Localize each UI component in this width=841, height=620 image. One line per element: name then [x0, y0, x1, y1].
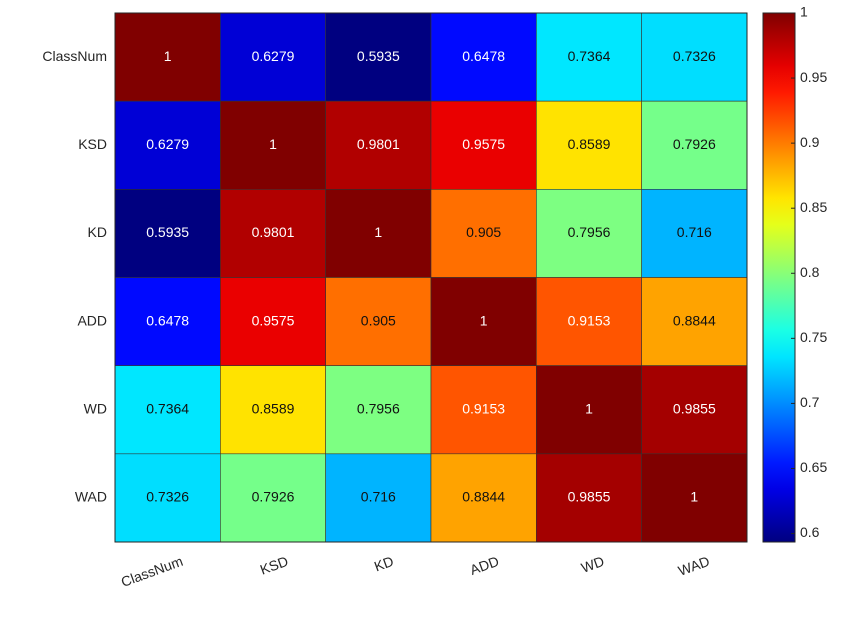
heat-cell	[325, 189, 432, 278]
cell-label: 0.9801	[357, 136, 400, 152]
colorbar	[762, 12, 796, 543]
cell-label: 0.716	[361, 489, 396, 505]
colorbar-tick-label: 0.9	[800, 134, 820, 150]
cell-label: 0.716	[677, 224, 712, 240]
colorbar-tick-label: 0.65	[800, 459, 827, 475]
cell-label: 0.8844	[462, 489, 505, 505]
cell-label: 0.7326	[673, 48, 716, 64]
cell-label: 0.7326	[146, 489, 189, 505]
heat-cell	[220, 12, 326, 102]
colorbar-tick-label: 0.7	[800, 394, 820, 410]
heat-cell	[114, 12, 221, 102]
heat-cell	[220, 365, 326, 455]
x-tick-label: WAD	[676, 553, 712, 579]
cell-label: 0.9153	[568, 312, 611, 328]
cell-label: 0.7956	[568, 224, 611, 240]
cell-label: 0.9801	[252, 224, 295, 240]
heat-cell	[325, 277, 432, 366]
heat-cell	[641, 100, 748, 190]
cell-label: 1	[480, 312, 488, 328]
heat-cell	[325, 365, 432, 455]
cell-label: 0.9575	[252, 312, 295, 328]
x-tick-label: ADD	[468, 553, 501, 578]
cell-label: 0.5935	[146, 224, 189, 240]
heat-cell	[430, 100, 537, 190]
heat-cell	[430, 189, 537, 278]
cell-label: 0.9575	[462, 136, 505, 152]
y-tick-label: KD	[88, 224, 107, 240]
colorbar-tick-label: 0.8	[800, 264, 820, 280]
heat-cell	[114, 453, 221, 543]
cell-label: 0.5935	[357, 48, 400, 64]
heat-cell	[536, 365, 642, 455]
cell-label: 0.7364	[568, 48, 611, 64]
cell-label: 1	[269, 136, 277, 152]
y-tick-label: ClassNum	[42, 48, 107, 64]
heat-cell	[641, 453, 748, 543]
cell-label: 0.7956	[357, 400, 400, 416]
x-tick-label: KSD	[258, 553, 291, 578]
heat-cell	[430, 365, 537, 455]
y-tick-label: ADD	[77, 312, 107, 328]
cell-label: 0.7364	[146, 400, 189, 416]
heat-cell	[114, 100, 221, 190]
heat-cell	[536, 12, 642, 102]
colorbar-tick-label: 0.75	[800, 329, 827, 345]
cell-label: 0.8589	[252, 400, 295, 416]
cell-label: 0.6279	[252, 48, 295, 64]
cell-label: 0.8844	[673, 312, 716, 328]
heat-cell	[114, 277, 221, 366]
heat-cell	[220, 277, 326, 366]
cell-label: 0.9855	[568, 489, 611, 505]
cell-label: 0.7926	[673, 136, 716, 152]
cell-label: 1	[690, 489, 698, 505]
y-tick-label: WAD	[75, 489, 107, 505]
cell-label: 0.905	[361, 312, 396, 328]
heat-cell	[641, 189, 748, 278]
cell-label: 0.905	[466, 224, 501, 240]
heat-cell	[430, 12, 537, 102]
heat-cell	[536, 189, 642, 278]
heat-cell	[430, 277, 537, 366]
colorbar-tick-label: 1	[800, 4, 808, 20]
colorbar-tick-label: 0.6	[800, 524, 820, 540]
heat-cell	[114, 365, 221, 455]
y-tick-label: KSD	[78, 136, 107, 152]
heat-cell	[220, 189, 326, 278]
cell-label: 1	[585, 400, 593, 416]
colorbar-tick-label: 0.95	[800, 69, 827, 85]
cell-label: 1	[374, 224, 382, 240]
x-tick-label: ClassNum	[119, 553, 185, 590]
heat-cell	[220, 100, 326, 190]
plot-frame	[114, 12, 748, 543]
y-tick-label: WD	[84, 400, 107, 416]
cell-label: 0.9153	[462, 400, 505, 416]
cell-label: 0.9855	[673, 400, 716, 416]
cell-label: 0.8589	[568, 136, 611, 152]
cell-label: 1	[164, 48, 172, 64]
cell-label: 0.7926	[252, 489, 295, 505]
heat-cell	[536, 453, 642, 543]
cell-label: 0.6478	[146, 312, 189, 328]
cell-label: 0.6478	[462, 48, 505, 64]
x-tick-label: KD	[372, 553, 396, 575]
x-tick-label: WD	[579, 553, 606, 576]
heat-cell	[536, 277, 642, 366]
heat-cell	[114, 189, 221, 278]
heat-cell	[430, 453, 537, 543]
cell-label: 0.6279	[146, 136, 189, 152]
heat-cell	[641, 12, 748, 102]
colorbar-tick-label: 0.85	[800, 199, 827, 215]
